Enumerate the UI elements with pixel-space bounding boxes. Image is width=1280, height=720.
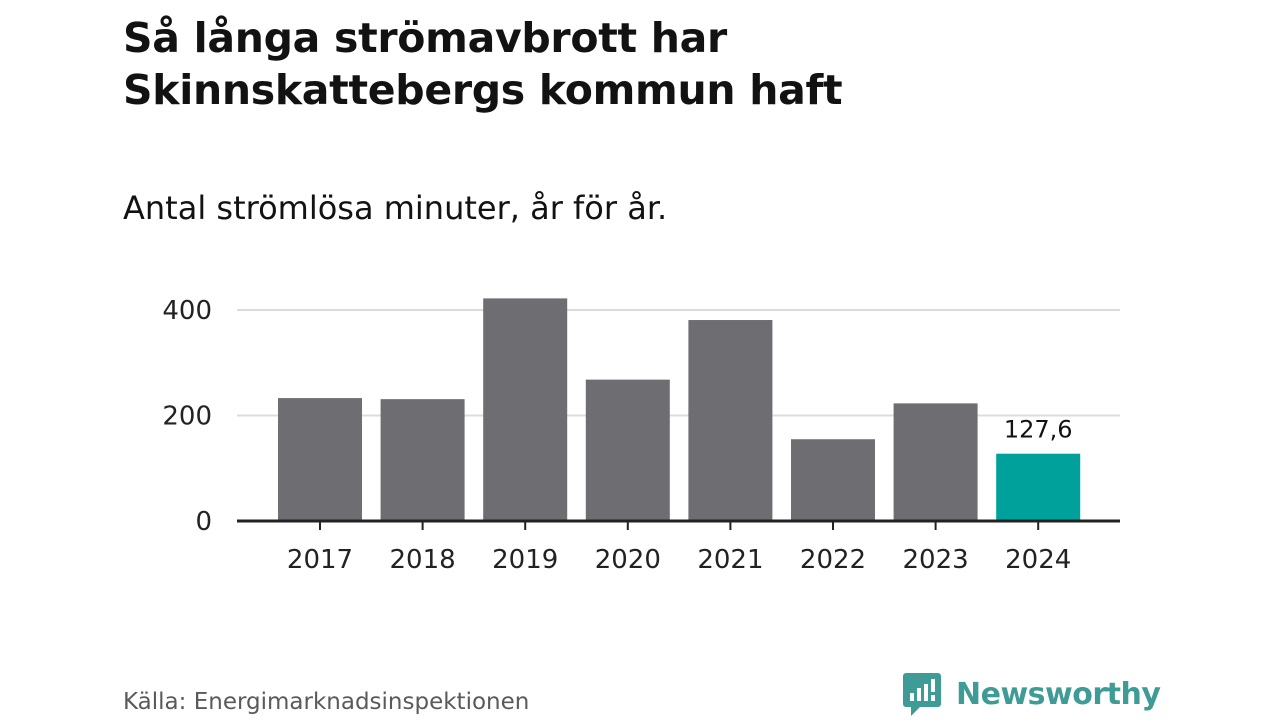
x-tick-label-2023: 2023 (903, 545, 969, 575)
y-tick-label-0: 0 (195, 507, 212, 537)
chart-subtitle: Antal strömlösa minuter, år för år. (123, 189, 668, 227)
x-tick-label-2022: 2022 (800, 545, 866, 575)
x-tick-label-2018: 2018 (390, 545, 456, 575)
y-tick-label-200: 200 (162, 402, 212, 432)
x-tick-label-2017: 2017 (287, 545, 353, 575)
bar-chart: 0 200 400 2017 2018 2019 2020 2021 2022 2023 2024 1… (162, 296, 1120, 575)
bar-2023 (893, 403, 978, 521)
bars (278, 298, 1081, 521)
x-tick-label-2024: 2024 (1005, 545, 1071, 575)
chart-title-line-2: Skinnskattebergs kommun haft (123, 66, 843, 114)
axes (237, 519, 1120, 530)
gridlines (237, 309, 1120, 417)
data-label-2024: 127,6 (1004, 416, 1073, 444)
brand-name: Newsworthy (956, 676, 1161, 712)
y-tick-label-400: 400 (162, 296, 212, 326)
x-tick-label-2020: 2020 (595, 545, 661, 575)
bar-2020 (585, 379, 670, 521)
x-tick-label-2019: 2019 (492, 545, 558, 575)
source-note: Källa: Energimarknadsinspektionen (123, 689, 530, 715)
bar-2022 (791, 439, 875, 521)
newsworthy-brand: Newsworthy (902, 670, 1161, 718)
bar-2024 (996, 453, 1081, 521)
bar-2018 (380, 399, 465, 521)
chart-title-line-1: Så långa strömavbrott har (123, 14, 727, 62)
labels: 0 200 400 2017 2018 2019 2020 2021 2022 2023 2024 1… (162, 296, 1072, 575)
bar-2021 (688, 320, 773, 521)
x-tick-label-2021: 2021 (697, 545, 763, 575)
bar-2017 (278, 398, 362, 521)
bar-2019 (483, 298, 568, 521)
chart-title: Så långa strömavbrott har Skinnskatteber… (123, 12, 1123, 116)
newsworthy-logo-icon (903, 673, 941, 716)
